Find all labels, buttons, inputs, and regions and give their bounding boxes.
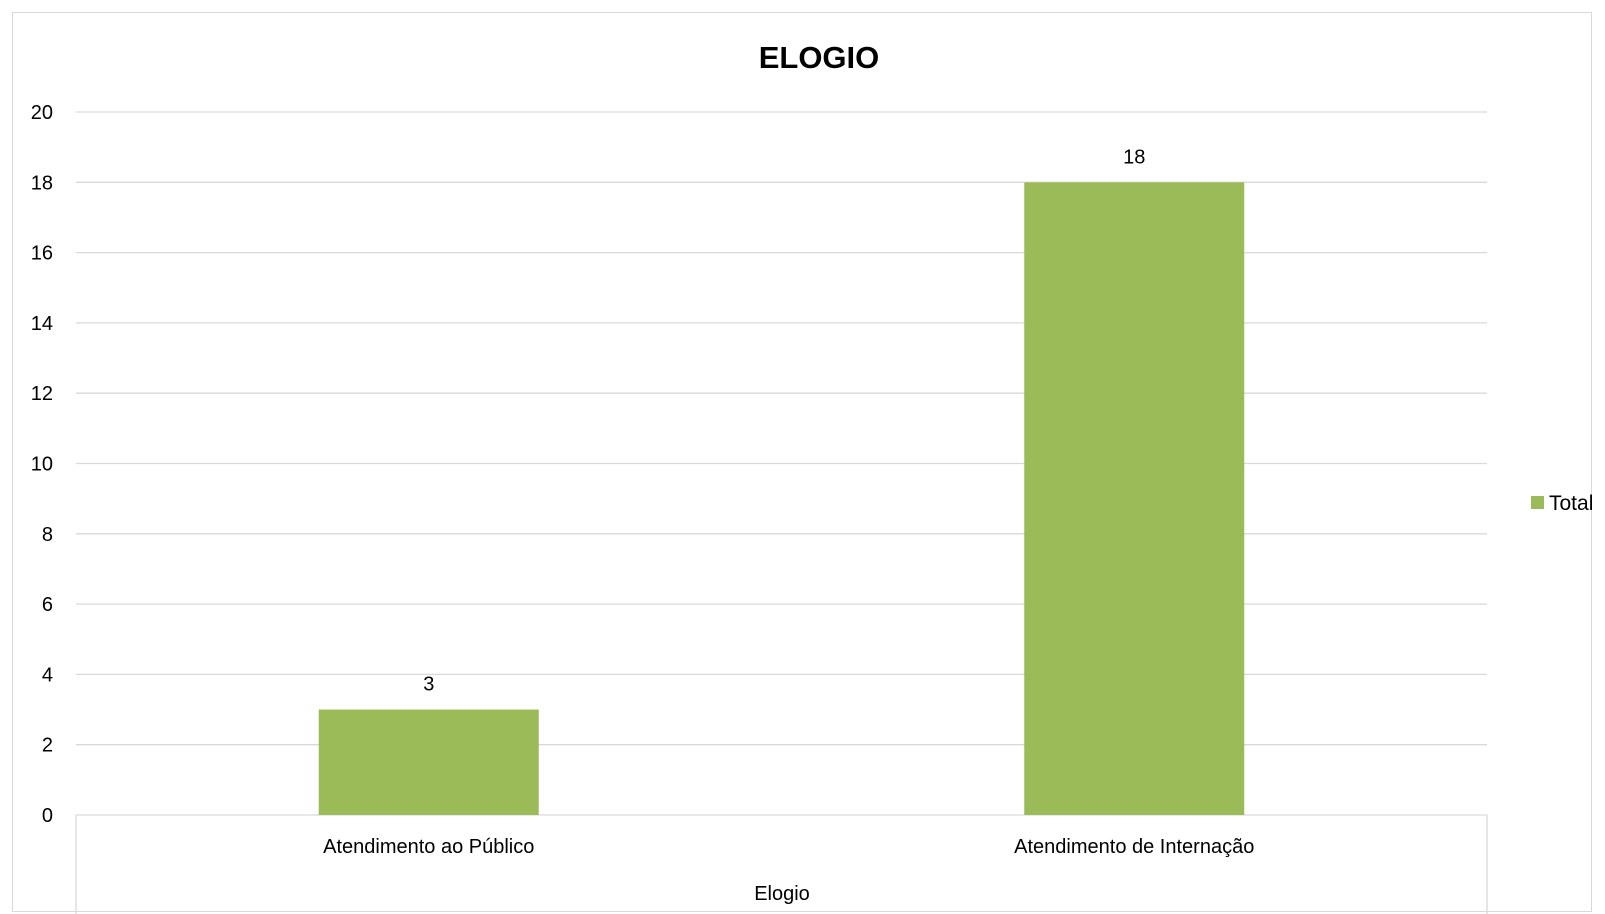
legend: Total bbox=[1531, 492, 1593, 515]
y-tick-label: 10 bbox=[31, 454, 53, 476]
legend-swatch-total bbox=[1531, 496, 1544, 509]
x-category-label: Atendimento ao Público bbox=[323, 836, 534, 858]
y-tick-label: 16 bbox=[31, 243, 53, 265]
y-tick-label: 4 bbox=[42, 664, 53, 686]
y-tick-label: 12 bbox=[31, 383, 53, 405]
data-labels: 3 18 bbox=[423, 146, 1145, 695]
y-axis-tick-labels: 0 2 4 6 8 10 12 14 16 18 20 bbox=[31, 102, 53, 827]
gridlines bbox=[75, 111, 1488, 914]
x-category-label: Atendimento de Internação bbox=[1014, 836, 1254, 858]
x-axis-title: Elogio bbox=[754, 883, 810, 905]
bars bbox=[318, 182, 1245, 816]
x-axis-category-labels: Atendimento ao Público Atendimento de Int… bbox=[323, 836, 1254, 858]
legend-label-total: Total bbox=[1549, 492, 1593, 515]
y-tick-label: 8 bbox=[42, 524, 53, 546]
data-label: 3 bbox=[423, 674, 434, 696]
bar-atendimento-de-internacao bbox=[1024, 182, 1245, 816]
chart-title: ELOGIO bbox=[759, 40, 880, 75]
y-tick-label: 2 bbox=[42, 735, 53, 757]
y-tick-label: 6 bbox=[42, 594, 53, 616]
data-label: 18 bbox=[1123, 146, 1145, 168]
y-tick-label: 18 bbox=[31, 172, 53, 194]
bar-atendimento-ao-publico bbox=[318, 709, 539, 815]
y-tick-label: 14 bbox=[31, 313, 53, 335]
y-tick-label: 20 bbox=[31, 102, 53, 124]
chart-frame bbox=[12, 12, 1592, 912]
y-tick-label: 0 bbox=[42, 805, 53, 827]
